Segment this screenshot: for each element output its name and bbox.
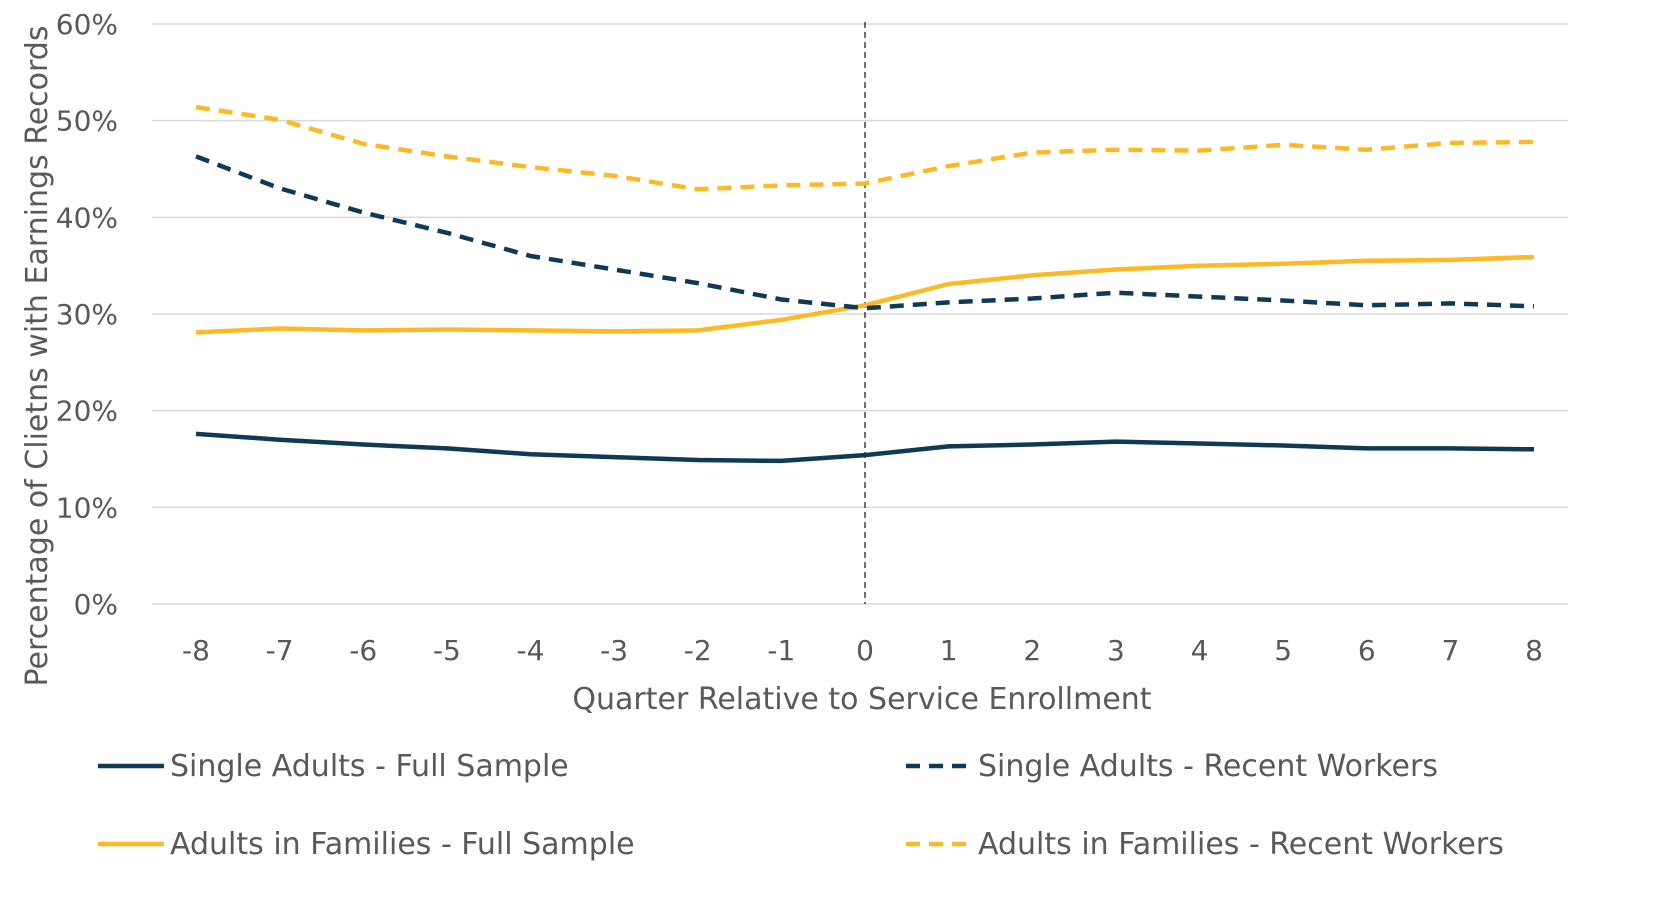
legend-item: Single Adults - Recent Workers (906, 749, 1438, 784)
x-tick-label: -1 (767, 634, 795, 667)
gridlines (152, 23, 1568, 605)
x-tick-label: -7 (266, 634, 294, 667)
legend-label: Single Adults - Recent Workers (978, 749, 1438, 784)
series-lines (195, 104, 1535, 464)
x-tick-label: 2 (1023, 634, 1041, 667)
legend-label: Single Adults - Full Sample (170, 749, 569, 784)
y-axis-title: Percentage of Clietns with Earnings Reco… (20, 26, 55, 687)
x-axis-title: Quarter Relative to Service Enrollment (572, 682, 1151, 717)
series-line (195, 154, 1535, 311)
legend-label: Adults in Families - Full Sample (170, 827, 635, 862)
legend-item: Adults in Families - Full Sample (98, 827, 635, 862)
y-tick-label: 60% (56, 8, 118, 41)
x-tick-label: 3 (1107, 634, 1125, 667)
x-tick-label: -4 (517, 634, 545, 667)
y-tick-label: 50% (56, 105, 118, 138)
y-tick-label: 20% (56, 395, 118, 428)
x-tick-label: 4 (1191, 634, 1209, 667)
x-tick-label: 7 (1441, 634, 1459, 667)
x-tick-label: 6 (1358, 634, 1376, 667)
x-axis-ticks: -8 -7 -6 -5 -4 -3 -2 -1 0 1 2 3 4 5 6 7 8 (182, 634, 1543, 667)
legend-item: Adults in Families - Recent Workers (906, 827, 1504, 862)
legend-item: Single Adults - Full Sample (98, 749, 569, 784)
x-tick-label: -3 (600, 634, 628, 667)
y-tick-label: 40% (56, 201, 118, 234)
x-tick-label: 0 (856, 634, 874, 667)
series-line (195, 431, 1535, 464)
x-tick-label: -6 (349, 634, 377, 667)
y-tick-label: 10% (56, 491, 118, 524)
y-tick-label: 0% (74, 588, 118, 621)
x-tick-label: 5 (1274, 634, 1292, 667)
series-line (195, 254, 1535, 335)
x-tick-label: -8 (182, 634, 210, 667)
legend: Single Adults - Full Sample Single Adults… (98, 749, 1504, 862)
series-line (195, 104, 1535, 192)
x-tick-label: 1 (940, 634, 958, 667)
x-tick-label: -2 (684, 634, 712, 667)
legend-label: Adults in Families - Recent Workers (978, 827, 1504, 862)
y-tick-label: 30% (56, 298, 118, 331)
x-tick-label: 8 (1525, 634, 1543, 667)
x-tick-label: -5 (433, 634, 461, 667)
y-axis-ticks: 0% 10% 20% 30% 40% 50% 60% (56, 8, 118, 621)
